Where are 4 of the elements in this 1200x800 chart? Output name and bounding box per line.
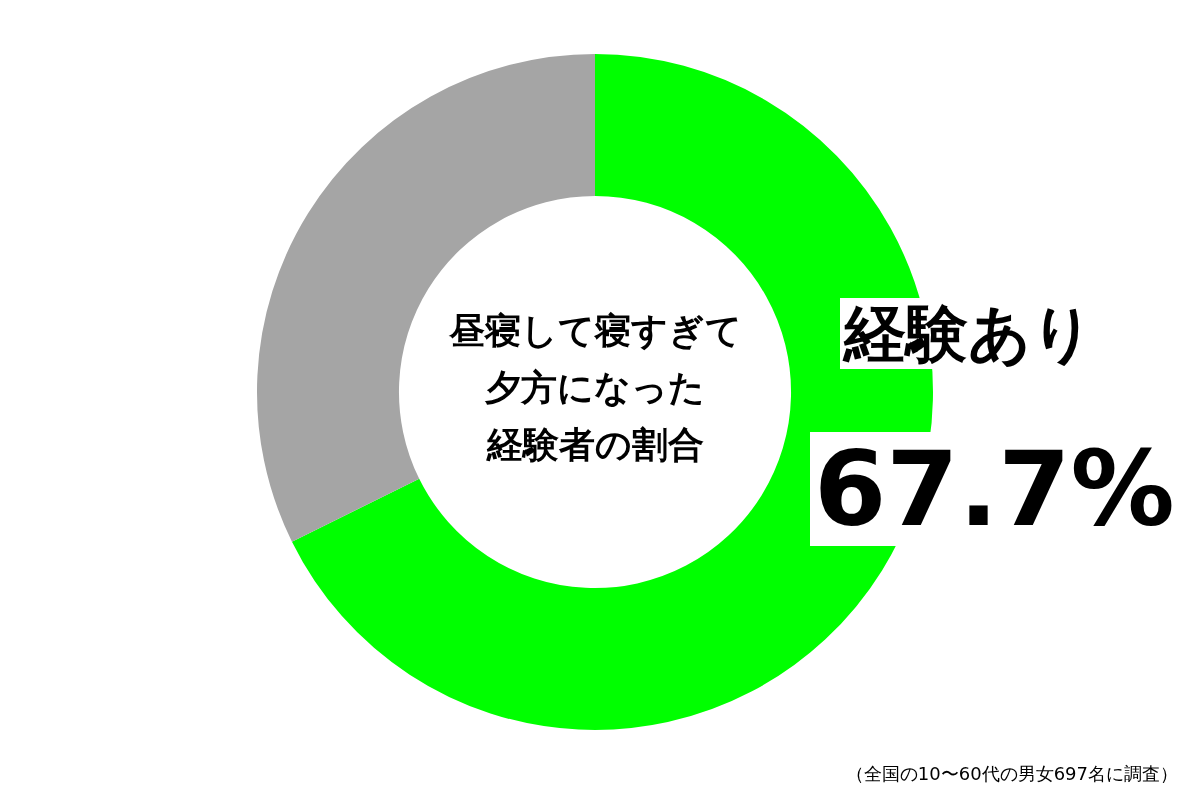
data-label: 67.7% [813,428,1176,550]
text: 昼寝して寝すぎて夕方になった経験者の割合 [447,309,743,467]
slice-label: 経験あり [840,297,1098,370]
text: （全国の10〜60代の男女697名に調査） [845,762,1178,786]
